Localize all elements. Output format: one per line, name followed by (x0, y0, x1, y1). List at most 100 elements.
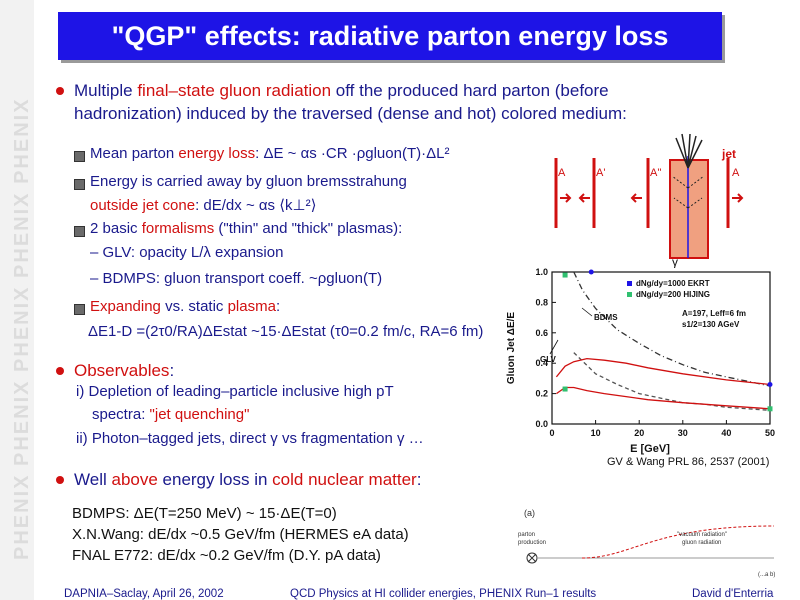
legend-marker-hijing (627, 292, 632, 297)
sub1-text: Mean parton energy loss: ΔE ~ αs ·CR ·ρg… (90, 145, 449, 162)
x-tick-label: 30 (678, 428, 688, 438)
x-tick-label: 10 (591, 428, 601, 438)
inset-text-production: production (518, 540, 546, 546)
sub4-d: : (275, 298, 281, 315)
bullet3-e: : (416, 470, 422, 489)
sub4-line1: Expanding vs. static plasma: (90, 298, 280, 315)
bullet1-line2: hadronization) induced by the traversed … (74, 104, 627, 123)
sub3-line1: 2 basic formalisms ("thin" and "thick" p… (90, 220, 402, 237)
sub2-line1: Energy is carried away by gluon bremsstr… (90, 173, 407, 190)
series-line (556, 386, 771, 410)
inset-curve (581, 525, 775, 559)
cold-line2: X.N.Wang: dE/dx ~0.5 GeV/fm (HERMES eA d… (72, 526, 409, 543)
sub-bullet-marker (74, 151, 85, 162)
sub2-line2: outside jet cone: dE/dx ~ αs ⟨k⊥²⟩ (90, 196, 316, 214)
data-point-ekrt (588, 269, 594, 275)
inset-text-axis: (...a b) (758, 572, 775, 578)
series-line (555, 357, 771, 386)
footer-left: DAPNIA–Saclay, April 26, 2002 (64, 588, 224, 600)
phenix-watermark: PHENIX PHENIX PHENIX PHENIX PHENIX (11, 97, 33, 560)
bullet1-part3: off the produced hard parton (before (331, 81, 609, 100)
x-tick-label: 0 (549, 428, 554, 438)
bullet3-a: Well (74, 470, 112, 489)
arrow-left-icon (630, 193, 642, 203)
sub-bullet-marker (74, 304, 85, 315)
bullet2-line1: i) Depletion of leading–particle inclusi… (76, 383, 394, 400)
series-line (573, 271, 771, 387)
gluon-radiation (675, 133, 703, 169)
bullet3-b: above (111, 470, 158, 489)
jet-medium-diagram: A A' A'' A jet γ (554, 133, 744, 268)
chart-xlabel: E [GeV] (630, 443, 670, 455)
sub1-a: Mean parton (90, 145, 179, 162)
sub-bullet-marker (74, 226, 85, 237)
y-tick-label: 0.0 (535, 419, 548, 429)
footer-right: David d'Enterria (692, 588, 774, 600)
footer-center: QCD Physics at HI collider energies, PHE… (290, 588, 597, 600)
y-tick-label: 0.4 (535, 358, 548, 368)
bullet-marker (56, 87, 64, 95)
chart-annotation-glv: GLV (540, 355, 557, 364)
sub4-c: plasma (227, 298, 276, 315)
sub2-line2b: : dE/dx ~ αs ⟨k⊥²⟩ (195, 197, 317, 214)
y-tick-label: 1.0 (535, 267, 548, 277)
sidebar: PHENIX PHENIX PHENIX PHENIX PHENIX (0, 0, 34, 600)
cold-line1: BDMPS: ΔE(T=250 MeV) ~ 15·ΔE(T=0) (72, 505, 337, 522)
y-tick-label: 0.8 (535, 297, 548, 307)
bullet3-d: cold nuclear matter (272, 470, 417, 489)
bullet-marker (56, 367, 64, 375)
bullet2-b: : (169, 361, 175, 380)
legend-marker-ekrt (627, 281, 632, 286)
bullet2-line2: spectra: "jet quenching" (92, 406, 249, 423)
slide-title: "QGP" effects: radiative parton energy l… (58, 12, 722, 60)
arrow-left-icon (578, 193, 590, 203)
x-tick-label: 50 (765, 428, 775, 438)
sub4-a: Expanding (90, 298, 161, 315)
diagram-label-a: A (558, 167, 566, 179)
cold-line3: FNAL E772: dE/dx ~0.2 GeV/fm (D.Y. pA da… (72, 547, 381, 564)
sub3-line2: – GLV: opacity L/λ expansion (90, 244, 284, 261)
bullet3-c: energy loss in (157, 470, 273, 489)
bdms-pointer (581, 307, 593, 317)
sub3-c: ("thin" and "thick" plasmas): (214, 220, 403, 237)
chart-frame (551, 271, 771, 425)
y-tick-label: 0.6 (535, 328, 548, 338)
sub3-b: formalisms (141, 220, 215, 237)
chart-reference: GV & Wang PRL 86, 2537 (2001) (607, 456, 770, 468)
bullet1-part1: Multiple (74, 81, 138, 100)
diagram-label-a-prime: A' (596, 167, 605, 179)
sub4-line2: ΔE1-D =(2τ0/RA)ΔEstat ~15·ΔEstat (τ0=0.2… (88, 323, 484, 340)
medium-box (669, 159, 709, 259)
inset-label: (a) (524, 508, 535, 518)
data-point-ekrt (767, 381, 773, 387)
sub-bullet-marker (74, 179, 85, 190)
data-point-hijing (562, 272, 568, 278)
diagram-label-a-double-prime: A'' (650, 167, 662, 179)
inset-text-vacuum: "vacuum radiation" (677, 532, 727, 538)
production-vertex-icon (526, 552, 538, 564)
arrow-right-icon (560, 193, 572, 203)
y-tick-label: 0.2 (535, 389, 548, 399)
chart-legend-2: dNg/dy=200 HIJING (636, 290, 710, 299)
sub3-a: 2 basic (90, 220, 142, 237)
data-point-hijing (767, 406, 773, 412)
chart-legend-1: dNg/dy=1000 EKRT (636, 279, 710, 288)
x-tick-label: 20 (634, 428, 644, 438)
sub4-b: vs. static (160, 298, 228, 315)
bullet1-part2: final–state gluon radiation (137, 81, 332, 100)
bullet2-a: Observables (74, 361, 170, 380)
gamma-label: γ (672, 255, 678, 268)
diagram-label-a2: A (732, 167, 740, 179)
jet-label: jet (721, 147, 736, 161)
bullet2-l2b: "jet quenching" (149, 406, 250, 423)
bullet1-line1: Multiple final–state gluon radiation off… (74, 81, 609, 101)
inset-text-gluon: gluon radiation (682, 540, 721, 546)
bullet-marker (56, 476, 64, 484)
inset-text-parton: parton (518, 532, 535, 538)
chart-ylabel: Gluon Jet ΔE/E (506, 312, 517, 385)
energy-loss-chart: 0 10 20 30 40 50 0.0 0.2 0.4 0.6 0.8 1.0 E [GeV] Gl… (506, 267, 775, 455)
bullet2-heading: Observables: (74, 361, 174, 381)
arrow-right-icon (732, 193, 744, 203)
sub1-c: : ΔE ~ αs ·CR ·ρgluon(T)·ΔL² (255, 145, 450, 162)
inset-figure: (a) parton production "vacuum radiation"… (518, 508, 775, 578)
